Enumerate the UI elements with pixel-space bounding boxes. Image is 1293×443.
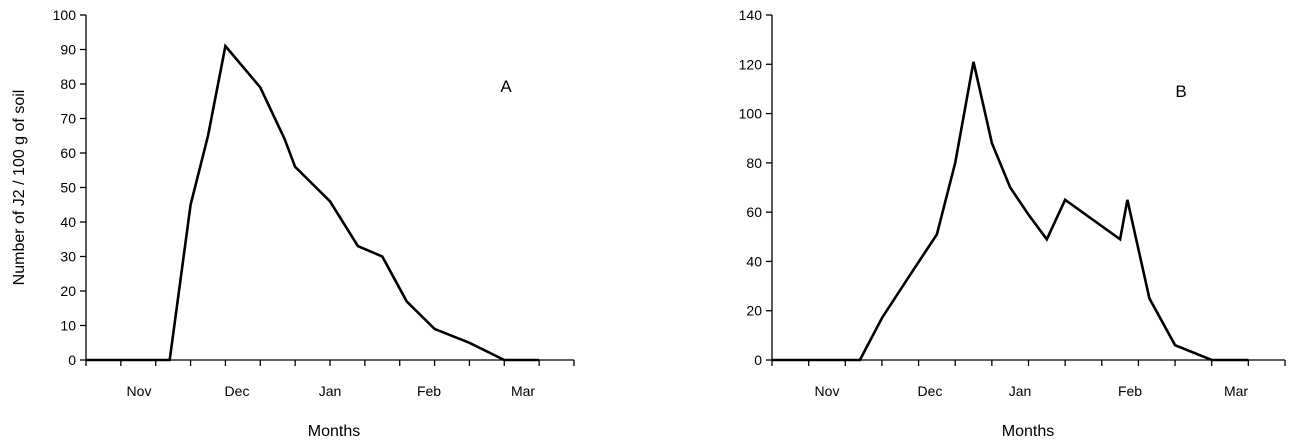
y-tick-label: 30 — [60, 249, 76, 265]
y-axis-title: Number of J2 / 100 g of soil — [11, 90, 28, 286]
y-tick-label: 60 — [60, 145, 76, 161]
y-tick-label: 90 — [60, 42, 76, 58]
y-tick-label: 60 — [746, 204, 762, 220]
series-line — [86, 43, 540, 362]
x-tick-label: Jan — [1009, 383, 1032, 399]
y-tick-label: 100 — [739, 106, 763, 122]
y-tick-label: 10 — [60, 318, 76, 334]
y-tick-label: 20 — [60, 283, 76, 299]
panel-label: B — [1175, 82, 1186, 101]
x-tick-label: Nov — [127, 383, 152, 399]
y-tick-label: 50 — [60, 180, 76, 196]
x-tick-label: Mar — [511, 383, 535, 399]
x-tick-label: Nov — [815, 383, 840, 399]
y-tick-label: 0 — [754, 352, 762, 368]
x-axis-title: Months — [1002, 423, 1054, 440]
chart-panel-b: 0 20 40 60 80 100 120 140 Nov Dec Jan Feb Mar Months B — [739, 7, 1286, 440]
x-tick-label: Feb — [417, 383, 441, 399]
panel-label: A — [500, 77, 512, 96]
x-axis-title: Months — [308, 423, 360, 440]
y-tick-label: 100 — [53, 7, 77, 23]
x-tick-label: Mar — [1224, 383, 1248, 399]
y-tick-label: 80 — [60, 76, 76, 92]
y-tick-label: 80 — [746, 155, 762, 171]
x-tick-label: Feb — [1118, 383, 1142, 399]
y-tick-label: 40 — [60, 214, 76, 230]
series-line — [772, 61, 1249, 362]
x-tick-label: Jan — [319, 383, 342, 399]
y-tick-label: 120 — [739, 56, 763, 72]
x-tick-label: Dec — [225, 383, 250, 399]
y-tick-label: 40 — [746, 253, 762, 269]
chart-panel-a: 0 10 20 30 40 50 60 70 80 90 100 Nov Dec Jan Feb Mar Mon… — [11, 7, 575, 440]
y-tick-label: 140 — [739, 7, 763, 23]
y-tick-label: 20 — [746, 303, 762, 319]
x-tick-label: Dec — [918, 383, 943, 399]
y-tick-label: 0 — [68, 352, 76, 368]
y-tick-label: 70 — [60, 111, 76, 127]
